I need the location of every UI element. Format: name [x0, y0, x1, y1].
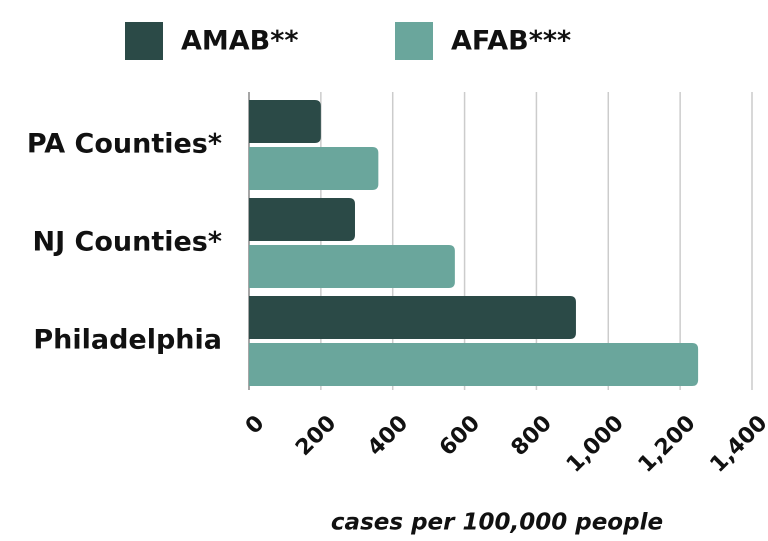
- x-tick-label: 0: [241, 411, 270, 440]
- legend-swatch: [125, 22, 163, 60]
- legend-swatch: [395, 22, 433, 60]
- x-tick-label: 800: [507, 411, 557, 461]
- legend-label: AMAB**: [181, 26, 298, 57]
- y-tick-label: NJ Counties*: [32, 227, 222, 258]
- x-axis-title: cases per 100,000 people: [331, 510, 663, 536]
- y-tick-label: Philadelphia: [33, 325, 222, 356]
- bar: [249, 296, 576, 339]
- x-tick-label: 1,200: [634, 411, 701, 478]
- legend-label: AFAB***: [451, 26, 571, 57]
- bar: [249, 245, 455, 288]
- x-tick-label: 400: [363, 411, 413, 461]
- bar: [249, 100, 321, 143]
- bar: [249, 343, 699, 386]
- x-tick-label: 1,400: [706, 411, 768, 478]
- bar: [249, 147, 379, 190]
- y-tick-label: PA Counties*: [27, 129, 222, 160]
- x-tick-label: 600: [435, 411, 485, 461]
- x-tick-label: 200: [291, 411, 341, 461]
- bar: [249, 198, 355, 241]
- x-tick-label: 1,000: [562, 411, 629, 478]
